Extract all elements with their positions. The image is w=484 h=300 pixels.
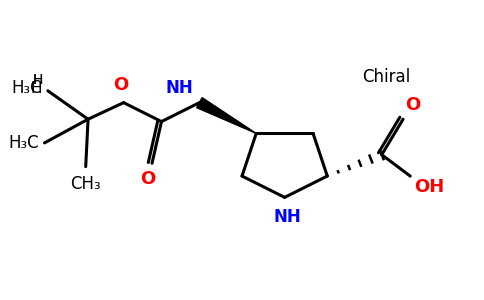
Text: O: O xyxy=(406,97,421,115)
Text: H₃C: H₃C xyxy=(12,80,42,98)
Text: H: H xyxy=(33,73,43,87)
Text: O: O xyxy=(141,170,156,188)
Text: CH₃: CH₃ xyxy=(70,175,101,193)
Text: Chiral: Chiral xyxy=(363,68,410,85)
Polygon shape xyxy=(197,98,256,134)
Text: OH: OH xyxy=(414,178,444,196)
Text: NH: NH xyxy=(166,79,194,97)
Text: H: H xyxy=(30,81,42,96)
Text: H: H xyxy=(33,73,43,87)
Text: O: O xyxy=(114,76,129,94)
Text: NH: NH xyxy=(273,208,301,226)
Text: H₃C: H₃C xyxy=(8,134,39,152)
